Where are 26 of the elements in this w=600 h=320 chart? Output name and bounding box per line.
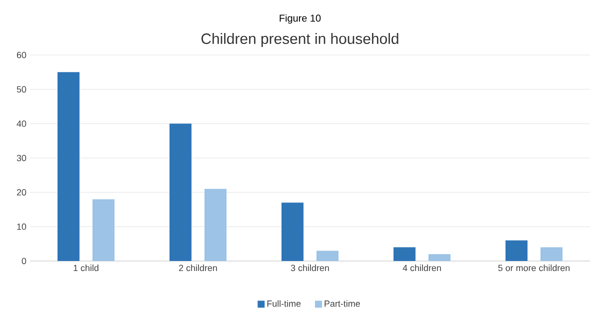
x-tick-label: 2 children: [179, 264, 217, 272]
bar: [540, 247, 563, 261]
bar: [92, 199, 114, 261]
x-tick-label: 5 or more children: [498, 264, 570, 272]
bar: [282, 202, 304, 261]
x-tick-label: 1 child: [74, 264, 98, 272]
y-tick-label: 20: [16, 189, 26, 196]
legend-label: Part-time: [324, 300, 360, 307]
legend-label: Full-time: [267, 300, 301, 307]
x-tick-label: 4 children: [402, 264, 441, 272]
bar: [204, 188, 227, 261]
bar: [394, 247, 416, 261]
bar: [506, 240, 528, 261]
y-tick-label: 30: [16, 154, 26, 162]
bar: [170, 124, 192, 261]
y-tick-label: 40: [16, 120, 26, 127]
y-tick-label: 0: [22, 258, 26, 264]
y-tick-label: 60: [16, 52, 26, 58]
bar: [58, 72, 80, 261]
x-tick-label: 3 children: [290, 264, 329, 272]
chart-title: Figure 10: [280, 14, 321, 24]
bar: [316, 250, 339, 261]
bar: [428, 254, 451, 261]
y-tick-label: 10: [17, 223, 26, 230]
chart-subtitle: Children present in household: [201, 33, 398, 47]
y-tick-label: 50: [16, 86, 26, 93]
